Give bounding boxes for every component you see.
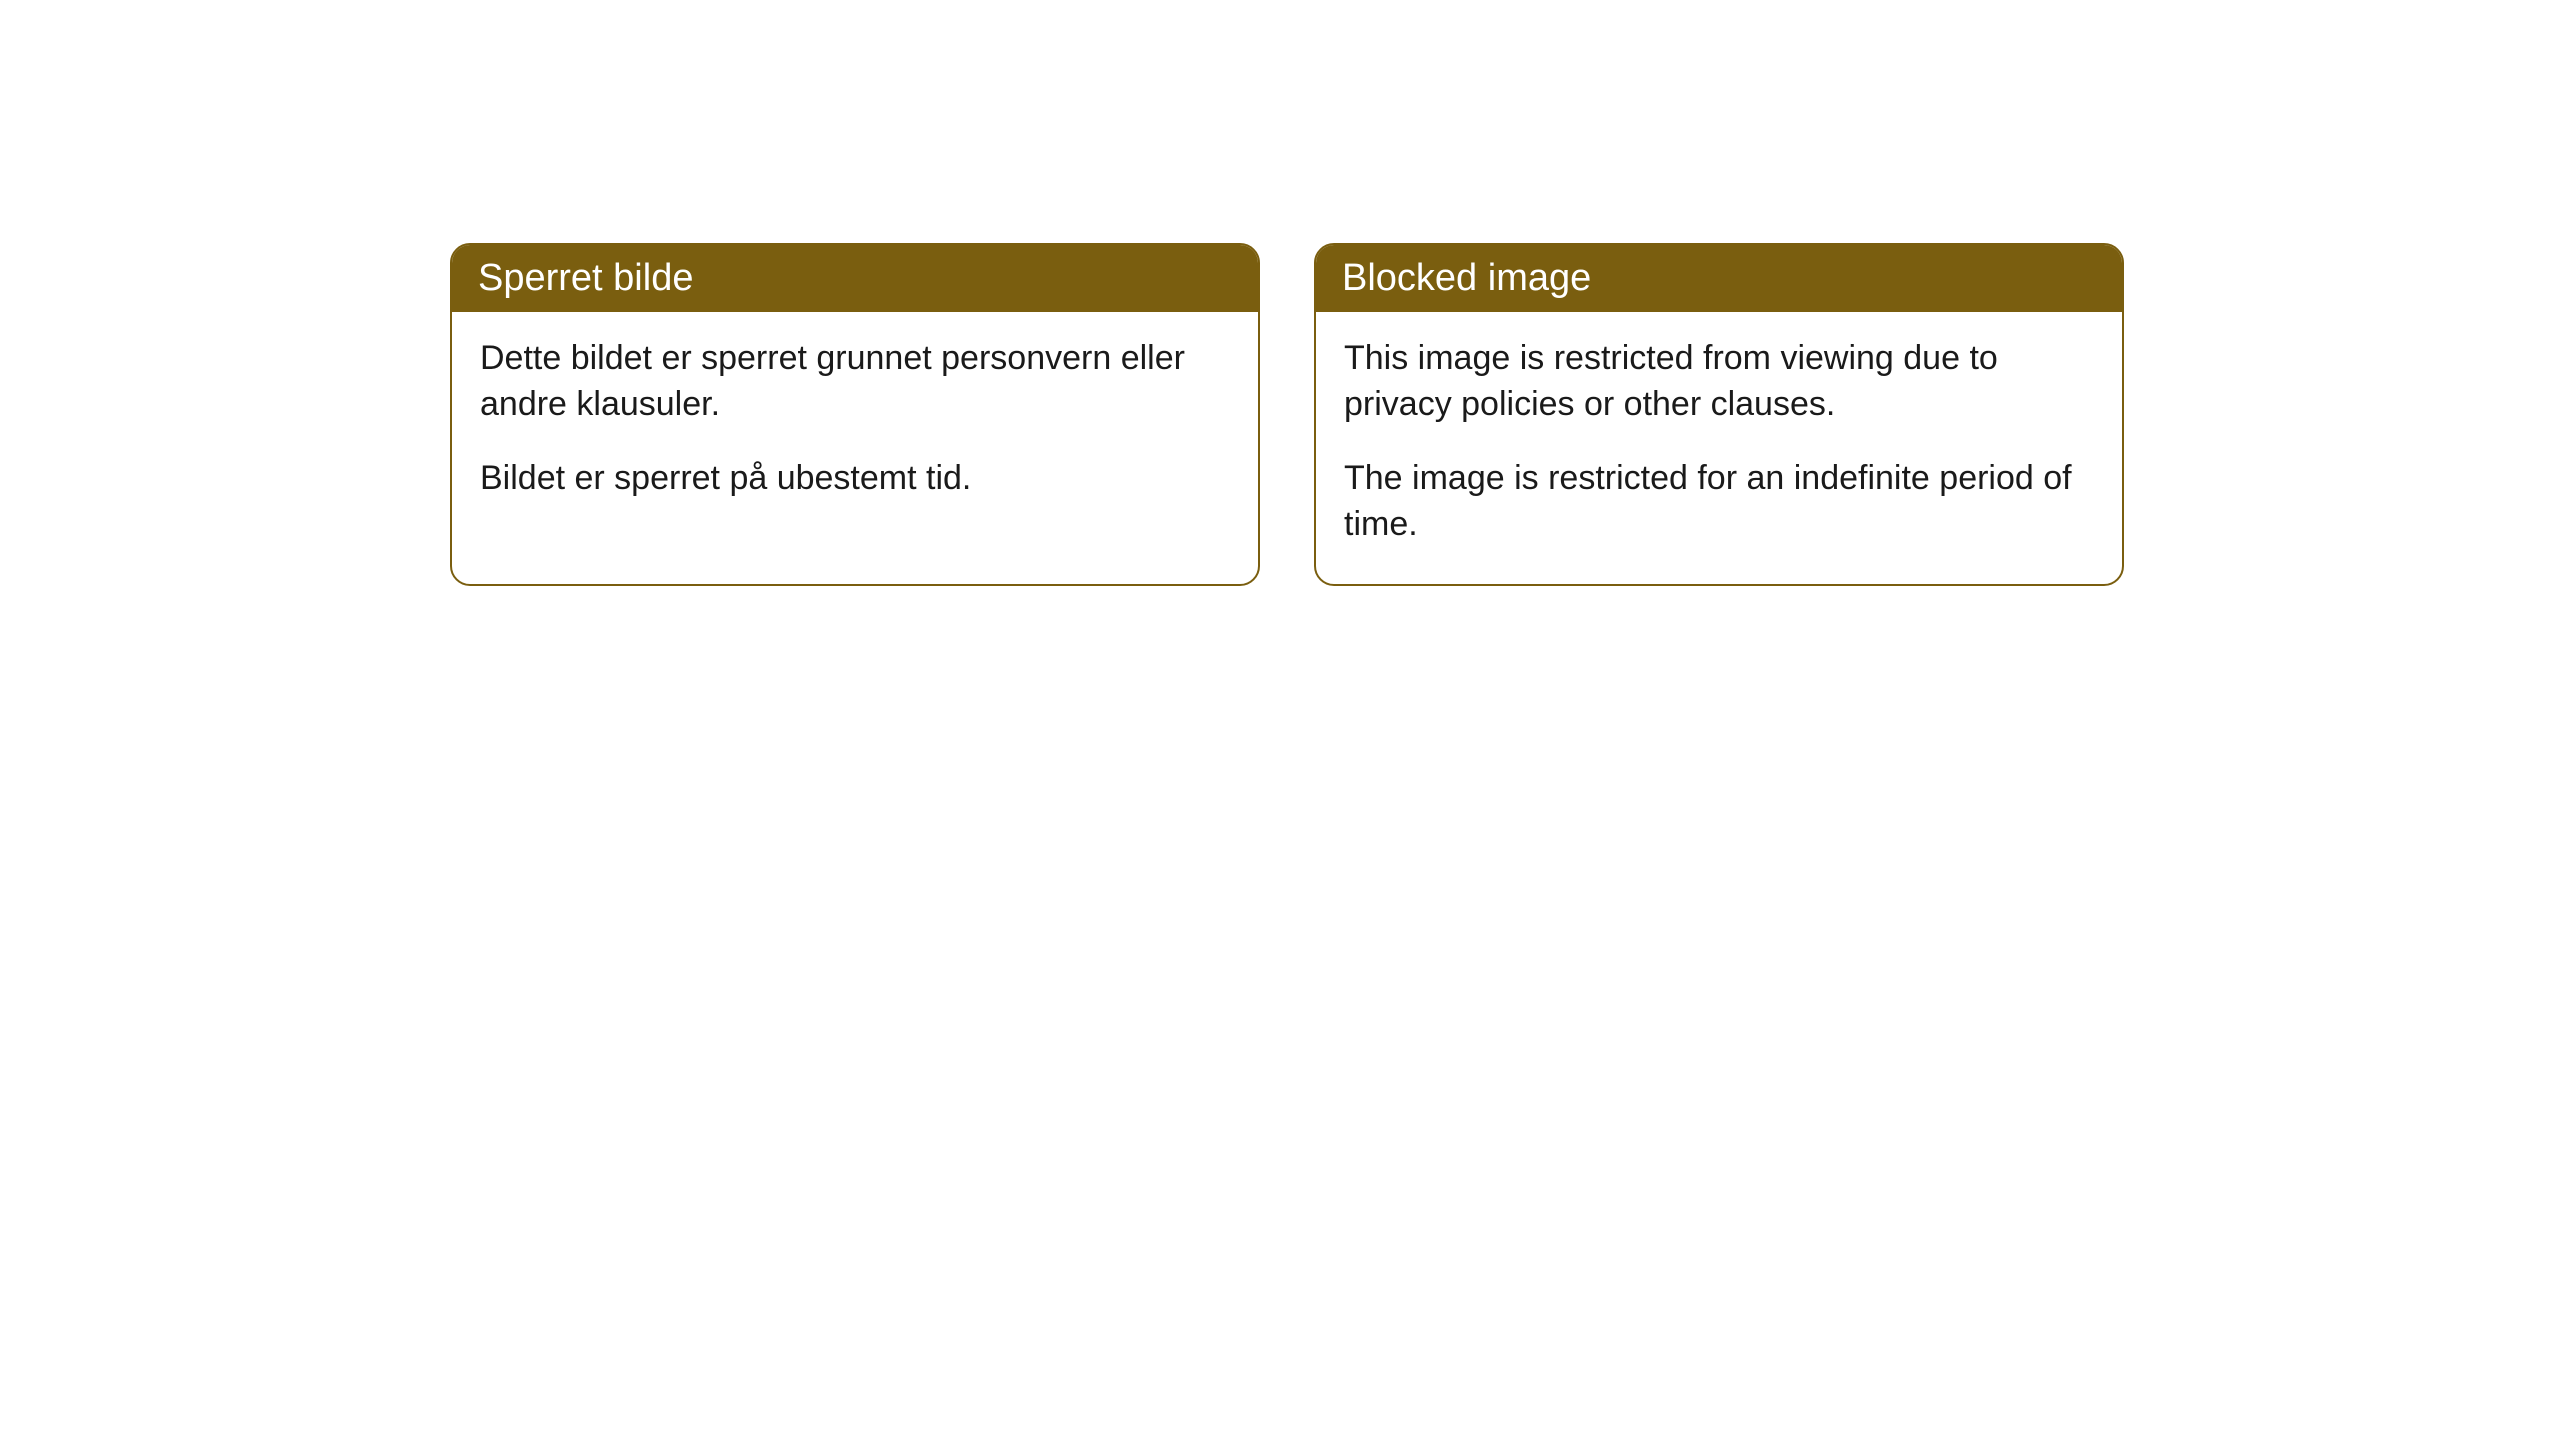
notice-card-norwegian: Sperret bilde Dette bildet er sperret gr… xyxy=(450,243,1260,586)
card-title-norwegian: Sperret bilde xyxy=(478,257,693,299)
card-paragraph-english-2: The image is restricted for an indefinit… xyxy=(1344,456,2094,548)
card-body-norwegian: Dette bildet er sperret grunnet personve… xyxy=(452,312,1258,538)
card-paragraph-english-1: This image is restricted from viewing du… xyxy=(1344,336,2094,428)
card-header-english: Blocked image xyxy=(1316,245,2122,312)
card-title-english: Blocked image xyxy=(1342,257,1591,299)
card-header-norwegian: Sperret bilde xyxy=(452,245,1258,312)
notice-card-english: Blocked image This image is restricted f… xyxy=(1314,243,2124,586)
card-paragraph-norwegian-1: Dette bildet er sperret grunnet personve… xyxy=(480,336,1230,428)
card-body-english: This image is restricted from viewing du… xyxy=(1316,312,2122,584)
card-paragraph-norwegian-2: Bildet er sperret på ubestemt tid. xyxy=(480,456,1230,502)
notice-cards-container: Sperret bilde Dette bildet er sperret gr… xyxy=(450,243,2124,586)
